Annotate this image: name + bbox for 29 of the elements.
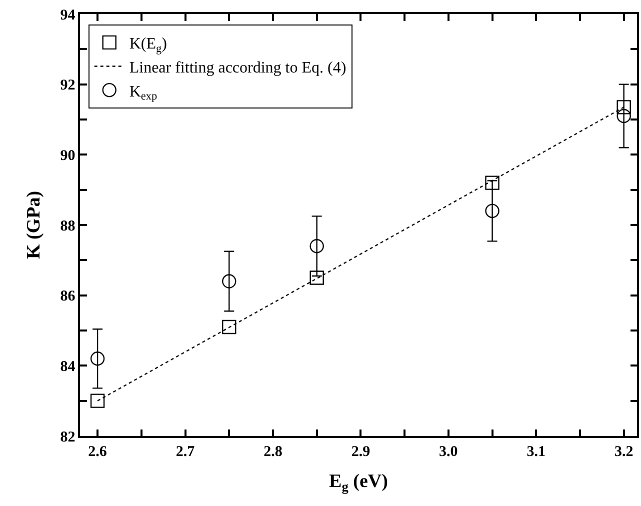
x-tick-label: 2.9 xyxy=(351,444,370,460)
x-tick-label: 2.6 xyxy=(88,444,108,460)
point xyxy=(222,320,236,334)
y-tick-label: 92 xyxy=(60,78,76,94)
point xyxy=(90,394,105,408)
y-tick-label: 86 xyxy=(60,288,76,305)
y-tick-label: 84 xyxy=(60,358,76,375)
legend-label: K$_{exp}$ xyxy=(129,83,158,103)
point xyxy=(222,274,236,288)
x-tick-label: 2.8 xyxy=(264,444,282,460)
point xyxy=(90,352,105,366)
legend-label: K(E$_{g}$) xyxy=(129,36,167,56)
point xyxy=(485,176,500,190)
x-tick-label: 2.7 xyxy=(176,444,196,460)
y-axis-title: K (GPa) xyxy=(24,190,45,260)
y-tick-label: 88 xyxy=(60,218,76,234)
point xyxy=(616,108,631,124)
legend-label: Linear fitting according to Eq. (4) xyxy=(129,59,346,76)
y-tick-label: 90 xyxy=(60,148,76,164)
y-tick-label: 94 xyxy=(60,7,76,24)
x-tick-label: 3.2 xyxy=(614,444,634,460)
point xyxy=(310,270,324,285)
y-tick-label: 82 xyxy=(60,429,76,446)
point xyxy=(616,100,631,114)
text: 3.0 xyxy=(439,444,458,460)
x-axis-title: E$_{g}$ (eV) xyxy=(329,471,388,494)
point xyxy=(485,204,500,218)
point xyxy=(310,239,324,254)
x-tick-label: 3.1 xyxy=(526,444,546,460)
